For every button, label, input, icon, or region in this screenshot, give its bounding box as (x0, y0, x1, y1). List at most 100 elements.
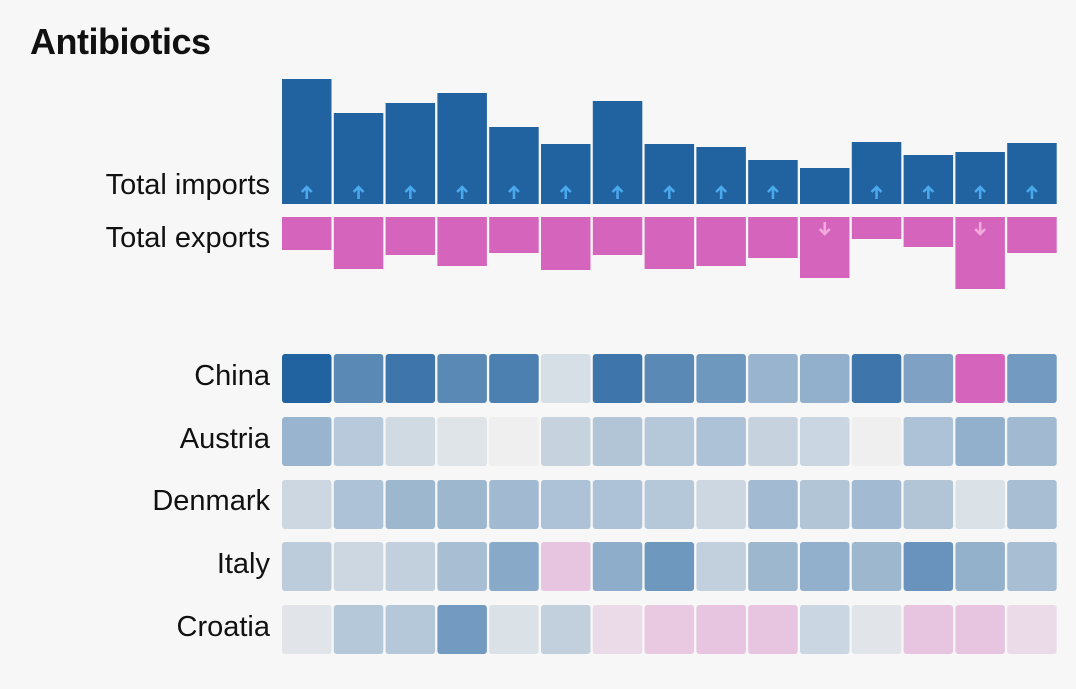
exports-bar (437, 217, 487, 266)
heatmap-cell (696, 542, 746, 591)
heatmap-cell (1007, 480, 1057, 529)
heatmap-cell (644, 542, 695, 591)
heatmap-cell (748, 542, 798, 591)
chart-title: Antibiotics (30, 21, 211, 62)
heatmap-cell (644, 605, 695, 654)
heatmap-cell (437, 417, 487, 466)
heatmap-cell (748, 480, 798, 529)
up-arrow-icon (870, 185, 883, 199)
heatmap-cell (696, 417, 746, 466)
up-arrow-icon (663, 185, 676, 199)
heatmap-cell (696, 605, 746, 654)
heatmap-cell (333, 480, 384, 529)
imports-bar (282, 79, 332, 204)
exports-bar (1007, 217, 1057, 253)
heatmap-cell (644, 480, 695, 529)
exports-bar (903, 217, 954, 247)
heatmap-cell (489, 354, 539, 403)
exports-bar (644, 217, 695, 269)
heatmap-cell (489, 417, 539, 466)
heatmap-cell (748, 605, 798, 654)
heatmap-cell (592, 354, 643, 403)
heatmap-cell (748, 417, 798, 466)
heatmap-cell (385, 417, 436, 466)
heatmap-cell (851, 542, 902, 591)
heatmap-cell (800, 354, 850, 403)
up-arrow-icon (974, 185, 987, 199)
up-arrow-icon (559, 185, 572, 199)
heatmap-row-label-croatia: Croatia (176, 611, 271, 643)
up-arrow-icon (300, 185, 313, 199)
heatmap-cell (282, 542, 332, 591)
heatmap-cell (903, 605, 954, 654)
heatmap-cell (437, 354, 487, 403)
down-arrow-icon (974, 222, 987, 236)
up-arrow-icon (767, 185, 779, 199)
heatmap-cell (800, 417, 850, 466)
heatmap-row-label-china: China (194, 360, 270, 392)
exports-bar (489, 217, 539, 253)
heatmap-cell (541, 480, 591, 529)
heatmap-cell (333, 542, 384, 591)
down-arrow-icon (818, 222, 831, 236)
heatmap-cell (489, 480, 539, 529)
heatmap-cell (696, 480, 746, 529)
imports-bar (800, 168, 850, 204)
heatmap-cell (437, 542, 487, 591)
exports-bar (851, 217, 902, 239)
heatmap-cell (955, 605, 1005, 654)
heatmap-cell (644, 417, 695, 466)
heatmap-cell (748, 354, 798, 403)
up-arrow-icon (922, 185, 935, 199)
heatmap-row-label-denmark: Denmark (152, 485, 270, 517)
heatmap-cell (903, 354, 954, 403)
heatmap-cell (489, 605, 539, 654)
heatmap-cell (385, 480, 436, 529)
up-arrow-icon (715, 185, 728, 199)
heatmap-cell (282, 480, 332, 529)
heatmap-cell (592, 480, 643, 529)
heatmap-cell (385, 354, 436, 403)
heatmap-cell (437, 605, 487, 654)
heatmap-cell (541, 417, 591, 466)
heatmap-cell (333, 354, 384, 403)
heatmap-cell (851, 480, 902, 529)
heatmap-cell (851, 605, 902, 654)
heatmap-cell (800, 605, 850, 654)
heatmap-cell (1007, 542, 1057, 591)
heatmap-cell (955, 480, 1005, 529)
heatmap-cell (903, 480, 954, 529)
heatmap-cell (541, 542, 591, 591)
heatmap-cell (282, 605, 332, 654)
heatmap-row-label-austria: Austria (179, 423, 270, 455)
exports-bar (333, 217, 384, 269)
heatmap-cell (851, 354, 902, 403)
exports-bar (282, 217, 332, 250)
up-arrow-icon (456, 185, 469, 199)
exports-bar (748, 217, 798, 258)
up-arrow-icon (352, 185, 365, 199)
heatmap-cell (541, 605, 591, 654)
heatmap-cell (333, 605, 384, 654)
up-arrow-icon (1026, 185, 1038, 199)
heatmap-cell (903, 542, 954, 591)
heatmap-cell (437, 480, 487, 529)
heatmap-cell (800, 542, 850, 591)
imports-label: Total imports (105, 169, 270, 201)
exports-bar (385, 217, 436, 255)
heatmap-cell (282, 354, 332, 403)
heatmap-cell (333, 417, 384, 466)
heatmap-cell (592, 605, 643, 654)
heatmap-cell (1007, 605, 1057, 654)
heatmap-cell (385, 542, 436, 591)
heatmap-row-label-italy: Italy (216, 548, 270, 580)
heatmap-cell (1007, 417, 1057, 466)
heatmap-cell (489, 542, 539, 591)
up-arrow-icon (508, 185, 520, 199)
up-arrow-icon (404, 185, 417, 199)
exports-label: Total exports (105, 222, 270, 254)
heatmap-cell (800, 480, 850, 529)
heatmap-cell (385, 605, 436, 654)
heatmap-cell (1007, 354, 1057, 403)
